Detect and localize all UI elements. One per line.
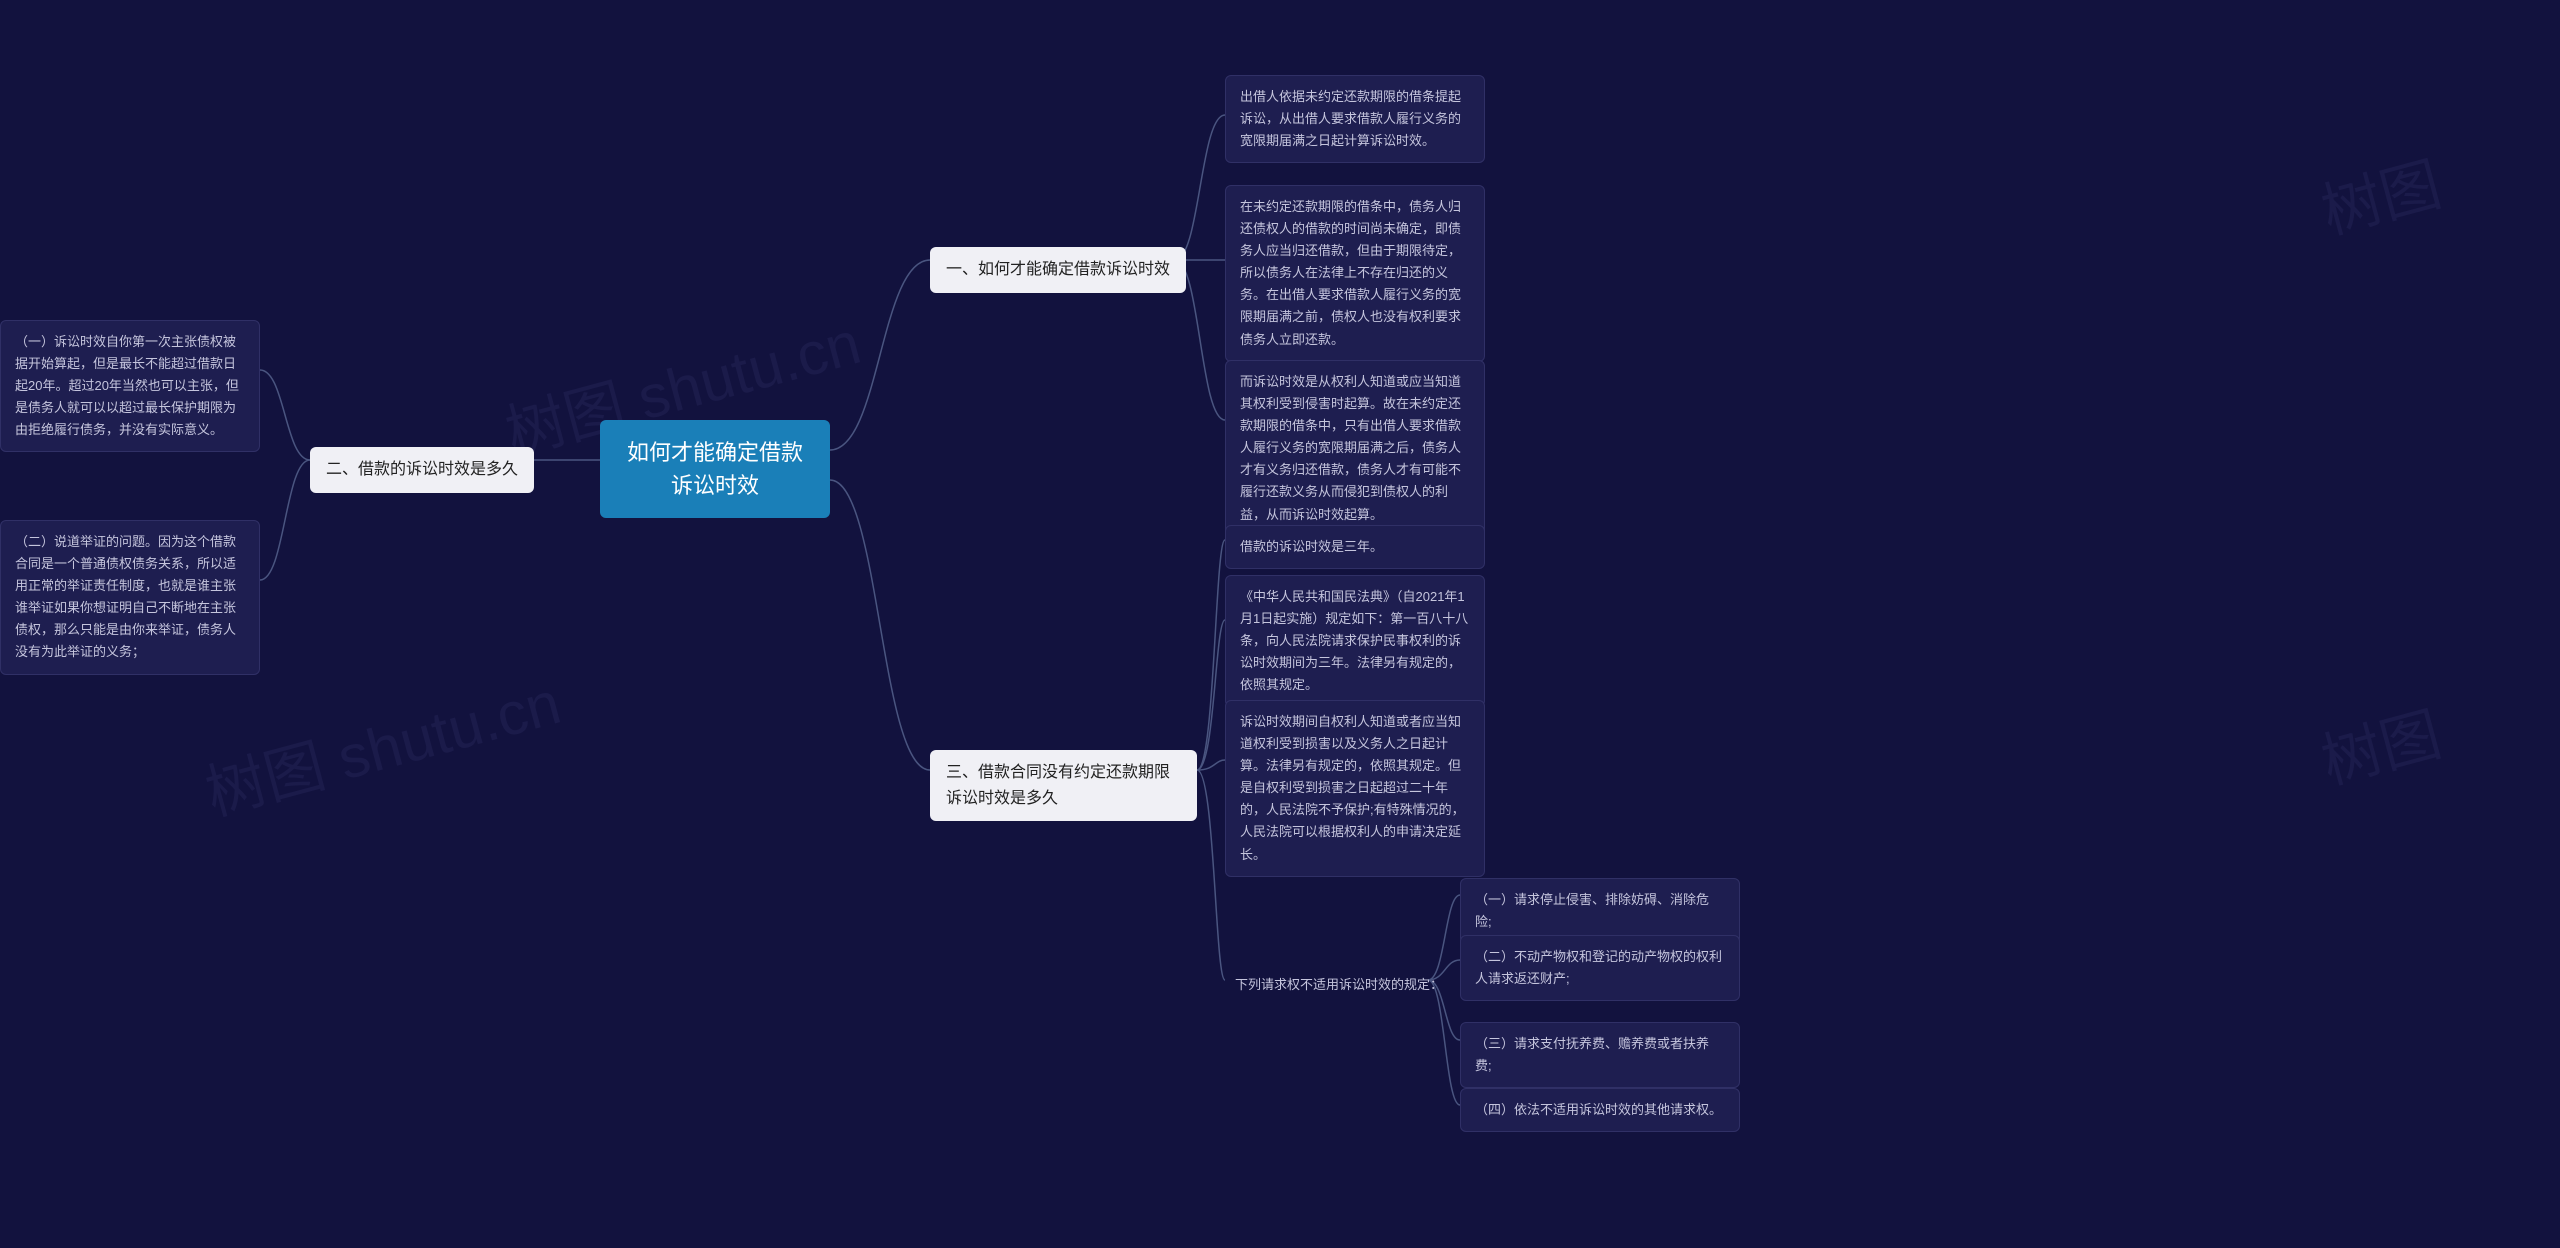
watermark: 树图 shutu.cn bbox=[195, 654, 569, 832]
leaf-text: 出借人依据未约定还款期限的借条提起诉讼，从出借人要求借款人履行义务的宽限期届满之… bbox=[1240, 89, 1461, 148]
leaf-text: （三）请求支付抚养费、赡养费或者扶养费; bbox=[1475, 1036, 1709, 1073]
leaf-text: 借款的诉讼时效是三年。 bbox=[1240, 539, 1383, 554]
leaf-node[interactable]: 在未约定还款期限的借条中，债务人归还债权人的借款的时间尚未确定，即债务人应当归还… bbox=[1225, 185, 1485, 362]
leaf-node[interactable]: 出借人依据未约定还款期限的借条提起诉讼，从出借人要求借款人履行义务的宽限期届满之… bbox=[1225, 75, 1485, 163]
leaf-text: 诉讼时效期间自权利人知道或者应当知道权利受到损害以及义务人之日起计算。法律另有规… bbox=[1240, 714, 1465, 862]
center-node[interactable]: 如何才能确定借款诉讼时效 bbox=[600, 420, 830, 518]
branch-label: 一、如何才能确定借款诉讼时效 bbox=[946, 261, 1170, 278]
leaf-text: （一）请求停止侵害、排除妨碍、消除危险; bbox=[1475, 892, 1709, 929]
watermark: 树图 bbox=[2311, 686, 2449, 801]
leaf-node[interactable]: 《中华人民共和国民法典》（自2021年1月1日起实施）规定如下：第一百八十八条，… bbox=[1225, 575, 1485, 707]
branch-label: 二、借款的诉讼时效是多久 bbox=[326, 461, 518, 478]
leaf-node[interactable]: 诉讼时效期间自权利人知道或者应当知道权利受到损害以及义务人之日起计算。法律另有规… bbox=[1225, 700, 1485, 877]
leaf-node[interactable]: （一）诉讼时效自你第一次主张债权被据开始算起，但是最长不能超过借款日起20年。超… bbox=[0, 320, 260, 452]
leaf-node[interactable]: （四）依法不适用诉讼时效的其他请求权。 bbox=[1460, 1088, 1740, 1132]
leaf-text: 下列请求权不适用诉讼时效的规定： bbox=[1235, 977, 1443, 992]
leaf-text: （四）依法不适用诉讼时效的其他请求权。 bbox=[1475, 1102, 1722, 1117]
branch-label: 三、借款合同没有约定还款期限诉讼时效是多久 bbox=[946, 764, 1170, 807]
branch-section-2[interactable]: 二、借款的诉讼时效是多久 bbox=[310, 447, 534, 493]
leaf-text: 《中华人民共和国民法典》（自2021年1月1日起实施）规定如下：第一百八十八条，… bbox=[1240, 589, 1468, 692]
branch-section-3[interactable]: 三、借款合同没有约定还款期限诉讼时效是多久 bbox=[930, 750, 1197, 821]
leaf-text: 在未约定还款期限的借条中，债务人归还债权人的借款的时间尚未确定，即债务人应当归还… bbox=[1240, 199, 1461, 347]
center-label: 如何才能确定借款诉讼时效 bbox=[627, 440, 803, 498]
leaf-node[interactable]: 而诉讼时效是从权利人知道或应当知道其权利受到侵害时起算。故在未约定还款期限的借条… bbox=[1225, 360, 1485, 537]
leaf-text: （二）说道举证的问题。因为这个借款合同是一个普通债权债务关系，所以适用正常的举证… bbox=[15, 534, 236, 659]
leaf-node[interactable]: 借款的诉讼时效是三年。 bbox=[1225, 525, 1485, 569]
leaf-text: （一）诉讼时效自你第一次主张债权被据开始算起，但是最长不能超过借款日起20年。超… bbox=[15, 334, 239, 437]
exclude-label-node[interactable]: 下列请求权不适用诉讼时效的规定： bbox=[1225, 968, 1453, 1002]
leaf-text: （二）不动产物权和登记的动产物权的权利人请求返还财产; bbox=[1475, 949, 1722, 986]
watermark: 树图 bbox=[2311, 136, 2449, 251]
leaf-node[interactable]: （三）请求支付抚养费、赡养费或者扶养费; bbox=[1460, 1022, 1740, 1088]
branch-section-1[interactable]: 一、如何才能确定借款诉讼时效 bbox=[930, 247, 1186, 293]
leaf-node[interactable]: （二）不动产物权和登记的动产物权的权利人请求返还财产; bbox=[1460, 935, 1740, 1001]
leaf-node[interactable]: （二）说道举证的问题。因为这个借款合同是一个普通债权债务关系，所以适用正常的举证… bbox=[0, 520, 260, 675]
leaf-text: 而诉讼时效是从权利人知道或应当知道其权利受到侵害时起算。故在未约定还款期限的借条… bbox=[1240, 374, 1461, 522]
